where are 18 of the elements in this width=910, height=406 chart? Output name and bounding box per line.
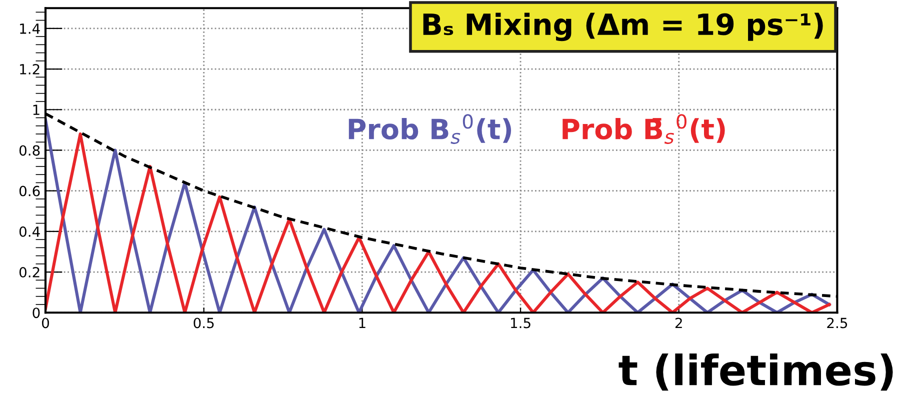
- x-tick-label: 2.5: [827, 318, 848, 328]
- x-tick-label: 0.5: [194, 318, 214, 328]
- y-tick-label: 0.6: [19, 186, 40, 196]
- y-tick-label: 1.4: [20, 24, 40, 34]
- y-tick-label: 0.8: [19, 145, 40, 156]
- y-tick-label: 1.2: [20, 64, 40, 74]
- y-tick-label: 1: [33, 104, 40, 115]
- x-tick-label: 1.5: [511, 318, 530, 328]
- chart-title: Bₛ Mixing (Δm = 19 ps⁻¹): [423, 12, 823, 42]
- y-tick-label: 0: [32, 308, 40, 318]
- x-tick-label: 2: [675, 318, 682, 328]
- x-tick-label: 1: [359, 318, 366, 328]
- x-tick-label: 0: [42, 318, 49, 328]
- text: Prob B$_{s}$$^{0}$(t): [348, 114, 512, 144]
- y-tick-label: 0.2: [19, 266, 40, 278]
- y-tick-label: 0.4: [19, 226, 40, 237]
- text: Prob B̄$_{s}$$^{0}$(t): [562, 114, 725, 144]
- x-axis-title: t (lifetimes): [618, 353, 893, 391]
